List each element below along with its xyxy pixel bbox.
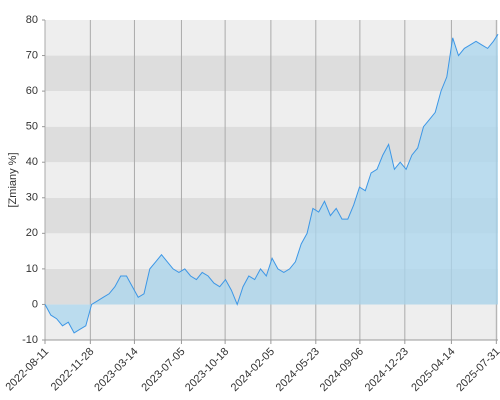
x-tick-label: 2024-02-05 bbox=[229, 346, 277, 394]
grid-band bbox=[45, 55, 498, 92]
line bbox=[44, 33, 499, 334]
area bbox=[45, 34, 498, 333]
y-tick-label: 30 bbox=[26, 192, 38, 204]
x-tick-label: 2022-08-11 bbox=[3, 346, 51, 394]
y-tick-label: 60 bbox=[26, 85, 38, 97]
y-tick-label: 40 bbox=[26, 156, 38, 168]
x-tick-label: 2023-10-18 bbox=[183, 346, 231, 394]
grid-band bbox=[45, 91, 498, 127]
y-axis-label: [Zmiany %] bbox=[7, 152, 19, 207]
x-tick-label: 2024-12-23 bbox=[363, 346, 411, 394]
x-tick-label: 2025-07-31 bbox=[454, 346, 500, 394]
y-tick-label: 20 bbox=[26, 227, 38, 239]
x-tick-label: 2023-07-05 bbox=[139, 346, 187, 394]
y-tick-label: 50 bbox=[26, 121, 38, 133]
x-tick-label: 2022-11-28 bbox=[49, 346, 97, 394]
x-tick-label: 2024-09-06 bbox=[318, 346, 366, 394]
x-tick-label: 2024-05-23 bbox=[274, 346, 322, 394]
y-tick-label: 10 bbox=[26, 263, 38, 275]
x-tick-label: 2025-04-14 bbox=[409, 346, 457, 394]
x-tick-label: 2023-03-14 bbox=[92, 346, 140, 394]
y-tick-label: 70 bbox=[26, 49, 38, 61]
y-tick-label: -10 bbox=[22, 334, 38, 346]
grid-band bbox=[45, 304, 498, 340]
grid-band bbox=[45, 20, 498, 56]
y-tick-label: 80 bbox=[26, 14, 38, 26]
y-tick-label: 0 bbox=[32, 298, 38, 310]
